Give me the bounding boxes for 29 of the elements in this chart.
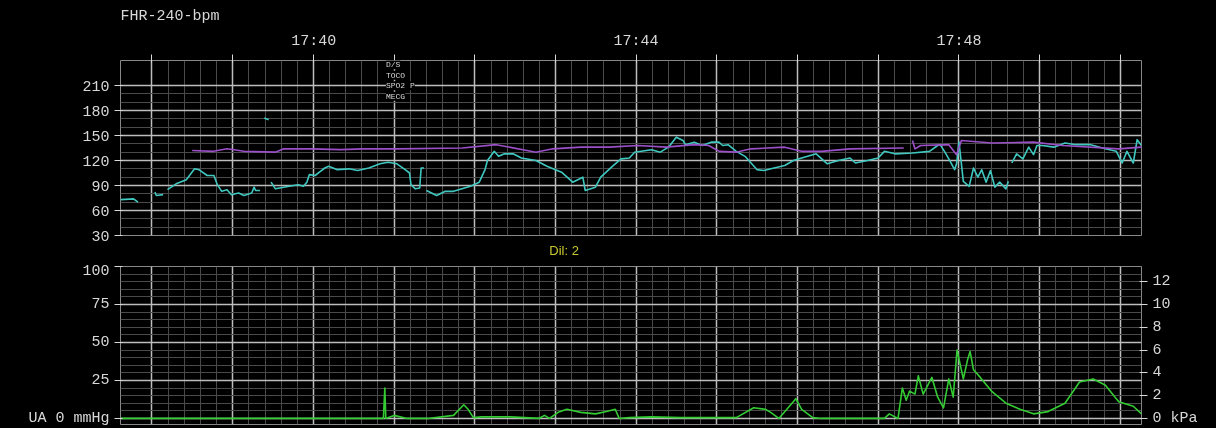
y2-tick-label: 10 bbox=[1152, 295, 1171, 313]
y2-tick-label: 4 bbox=[1152, 364, 1162, 382]
annotation: D/S bbox=[385, 60, 401, 70]
y-tick-label: 150 bbox=[82, 128, 110, 146]
line-series bbox=[120, 349, 1142, 420]
y2-tick-label: 8 bbox=[1152, 318, 1162, 336]
y-tick-label: 75 bbox=[91, 295, 110, 313]
y-tick-label: 50 bbox=[91, 333, 110, 351]
x-tick-label: 17:44 bbox=[613, 32, 659, 50]
y-tick-label: 180 bbox=[82, 103, 110, 121]
y-tick-label: 30 bbox=[91, 228, 110, 246]
y-tick-label: 90 bbox=[91, 178, 110, 196]
x-tick-label: 17:48 bbox=[936, 32, 982, 50]
y2-tick-label: 0 kPa bbox=[1152, 409, 1198, 427]
y-tick-label: 25 bbox=[91, 371, 110, 389]
y-tick-label: 100 bbox=[82, 262, 110, 280]
y-tick-label: UA 0 mmHg bbox=[28, 409, 110, 427]
text: Dil: 2 bbox=[549, 242, 579, 258]
y2-tick-label: 2 bbox=[1152, 387, 1162, 405]
annotation: SPO2 P bbox=[385, 81, 415, 91]
annotation: MECG bbox=[385, 91, 406, 101]
y2-tick-label: 12 bbox=[1152, 273, 1171, 291]
chart-title: FHR-240-bpm bbox=[120, 7, 220, 25]
annotation: TOCO bbox=[385, 70, 406, 80]
y-tick-label: 210 bbox=[82, 78, 110, 96]
y2-tick-label: 6 bbox=[1152, 341, 1162, 359]
x-tick-label: 17:40 bbox=[291, 32, 337, 50]
y-tick-label: 120 bbox=[82, 153, 110, 171]
y-tick-label: 60 bbox=[91, 203, 110, 221]
